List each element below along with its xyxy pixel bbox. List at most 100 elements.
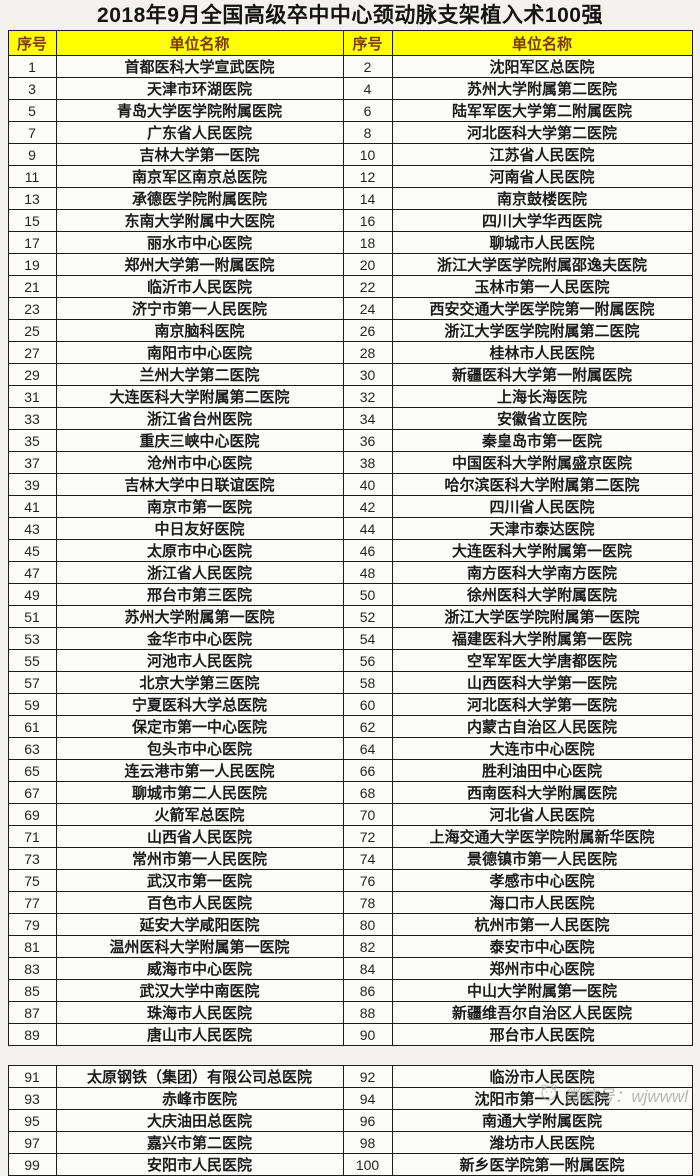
table-row: 1 首都医科大学宣武医院 2 沈阳军区总医院 (7, 55, 693, 78)
rank-cell: 72 (342, 825, 393, 848)
hospital-name-cell: 温州医科大学附属第一医院 (55, 935, 344, 958)
ranking-table-91-100: 91 太原钢铁（集团）有限公司总医院 92 临汾市人民医院 93 赤峰市医院 94 沈阳市第一… (7, 1065, 693, 1176)
hospital-name-cell: 百色市人民医院 (55, 891, 344, 914)
hospital-name-cell: 济宁市第一人民医院 (55, 297, 344, 320)
rank-cell: 99 (7, 1153, 57, 1176)
rank-cell: 21 (7, 275, 57, 298)
table-row: 67 聊城市第二人民医院 68 西南医科大学附属医院 (7, 781, 693, 804)
hospital-name-cell: 中山大学附属第一医院 (391, 979, 693, 1002)
rank-cell: 70 (342, 803, 393, 826)
rank-cell: 48 (342, 561, 393, 584)
hospital-name-cell: 兰州大学第二医院 (55, 363, 344, 386)
hospital-name-cell: 江苏省人民医院 (391, 143, 693, 166)
rank-cell: 85 (7, 979, 57, 1002)
table-row: 21 临沂市人民医院 22 玉林市第一人民医院 (7, 275, 693, 298)
rank-cell: 36 (342, 429, 393, 452)
rank-cell: 24 (342, 297, 393, 320)
rank-cell: 15 (7, 209, 57, 232)
table-row: 95 大庆油田总医院 96 南通大学附属医院 (7, 1109, 693, 1132)
rank-cell: 92 (342, 1065, 393, 1088)
hospital-name-cell: 安徽省立医院 (391, 407, 693, 430)
rank-cell: 37 (7, 451, 57, 474)
hospital-name-cell: 首都医科大学宣武医院 (55, 55, 344, 78)
rank-cell: 60 (342, 693, 393, 716)
rank-cell: 17 (7, 231, 57, 254)
rank-cell: 44 (342, 517, 393, 540)
hospital-name-cell: 内蒙古自治区人民医院 (391, 715, 693, 738)
rank-cell: 22 (342, 275, 393, 298)
hospital-name-cell: 临汾市人民医院 (391, 1065, 693, 1088)
hospital-name-cell: 浙江大学医学院附属第二医院 (391, 319, 693, 342)
hospital-name-cell: 陆军军医大学第二附属医院 (391, 99, 693, 122)
table-row: 41 南京市第一医院 42 四川省人民医院 (7, 495, 693, 518)
hospital-name-cell: 浙江省台州医院 (55, 407, 344, 430)
hospital-name-cell: 郑州大学第一附属医院 (55, 253, 344, 276)
table-row: 3 天津市环湖医院 4 苏州大学附属第二医院 (7, 77, 693, 100)
table-row: 87 珠海市人民医院 88 新疆维吾尔自治区人民医院 (7, 1001, 693, 1024)
table-row: 47 浙江省人民医院 48 南方医科大学南方医院 (7, 561, 693, 584)
rank-cell: 35 (7, 429, 57, 452)
hospital-name-cell: 南通大学附属医院 (391, 1109, 693, 1132)
rank-cell: 10 (342, 143, 393, 166)
hospital-name-cell: 丽水市中心医院 (55, 231, 344, 254)
table-row: 65 连云港市第一人民医院 66 胜利油田中心医院 (7, 759, 693, 782)
hospital-name-cell: 浙江省人民医院 (55, 561, 344, 584)
rank-cell: 74 (342, 847, 393, 870)
hospital-name-cell: 福建医科大学附属第一医院 (391, 627, 693, 650)
table-row: 55 河池市人民医院 56 空军军医大学唐都医院 (7, 649, 693, 672)
table-row: 29 兰州大学第二医院 30 新疆医科大学第一附属医院 (7, 363, 693, 386)
hospital-name-cell: 山西医科大学第一医院 (391, 671, 693, 694)
hospital-name-cell: 吉林大学第一医院 (55, 143, 344, 166)
rank-cell: 3 (7, 77, 57, 100)
table-row: 51 苏州大学附属第一医院 52 浙江大学医学院附属第一医院 (7, 605, 693, 628)
rank-cell: 73 (7, 847, 57, 870)
hospital-name-cell: 浙江大学医学院附属邵逸夫医院 (391, 253, 693, 276)
rank-cell: 59 (7, 693, 57, 716)
rank-cell: 76 (342, 869, 393, 892)
hospital-name-cell: 常州市第一人民医院 (55, 847, 344, 870)
hospital-name-cell: 北京大学第三医院 (55, 671, 344, 694)
hospital-name-cell: 玉林市第一人民医院 (391, 275, 693, 298)
hospital-name-cell: 中国医科大学附属盛京医院 (391, 451, 693, 474)
table1-body: 1 首都医科大学宣武医院 2 沈阳军区总医院 3 天津市环湖医院 4 苏州大学附属第二医院 5 青… (7, 55, 693, 1046)
hospital-name-cell: 大庆油田总医院 (55, 1109, 344, 1132)
hospital-name-cell: 泰安市中心医院 (391, 935, 693, 958)
rank-cell: 33 (7, 407, 57, 430)
hospital-name-cell: 秦皇岛市第一医院 (391, 429, 693, 452)
rank-cell: 98 (342, 1131, 393, 1154)
rank-cell: 30 (342, 363, 393, 386)
table2-body: 91 太原钢铁（集团）有限公司总医院 92 临汾市人民医院 93 赤峰市医院 94 沈阳市第一… (7, 1065, 693, 1176)
hospital-name-cell: 河北医科大学第一医院 (391, 693, 693, 716)
hospital-name-cell: 新疆医科大学第一附属医院 (391, 363, 693, 386)
rank-cell: 26 (342, 319, 393, 342)
hospital-name-cell: 中日友好医院 (55, 517, 344, 540)
rank-cell: 52 (342, 605, 393, 628)
rank-cell: 20 (342, 253, 393, 276)
hospital-name-cell: 景德镇市第一人民医院 (391, 847, 693, 870)
rank-cell: 41 (7, 495, 57, 518)
rank-cell: 5 (7, 99, 57, 122)
hospital-name-cell: 哈尔滨医科大学附属第二医院 (391, 473, 693, 496)
hospital-name-cell: 桂林市人民医院 (391, 341, 693, 364)
rank-cell: 28 (342, 341, 393, 364)
rank-cell: 38 (342, 451, 393, 474)
hospital-name-cell: 南京鼓楼医院 (391, 187, 693, 210)
hospital-name-cell: 火箭军总医院 (55, 803, 344, 826)
hospital-name-cell: 赤峰市医院 (55, 1087, 344, 1110)
hospital-name-cell: 南京脑科医院 (55, 319, 344, 342)
hospital-name-cell: 天津市环湖医院 (55, 77, 344, 100)
hospital-name-cell: 威海市中心医院 (55, 957, 344, 980)
page-title: 2018年9月全国高级卒中中心颈动脉支架植入术100强 (97, 4, 603, 27)
rank-cell: 79 (7, 913, 57, 936)
hospital-name-cell: 嘉兴市第二医院 (55, 1131, 344, 1154)
hospital-name-cell: 苏州大学附属第二医院 (391, 77, 693, 100)
hospital-name-cell: 聊城市人民医院 (391, 231, 693, 254)
table-row: 91 太原钢铁（集团）有限公司总医院 92 临汾市人民医院 (7, 1065, 693, 1088)
header-name-right: 单位名称 (391, 30, 693, 56)
hospital-name-cell: 沈阳军区总医院 (391, 55, 693, 78)
rank-cell: 40 (342, 473, 393, 496)
hospital-name-cell: 南京市第一医院 (55, 495, 344, 518)
rank-cell: 13 (7, 187, 57, 210)
rank-cell: 80 (342, 913, 393, 936)
table-row: 63 包头市中心医院 64 大连市中心医院 (7, 737, 693, 760)
